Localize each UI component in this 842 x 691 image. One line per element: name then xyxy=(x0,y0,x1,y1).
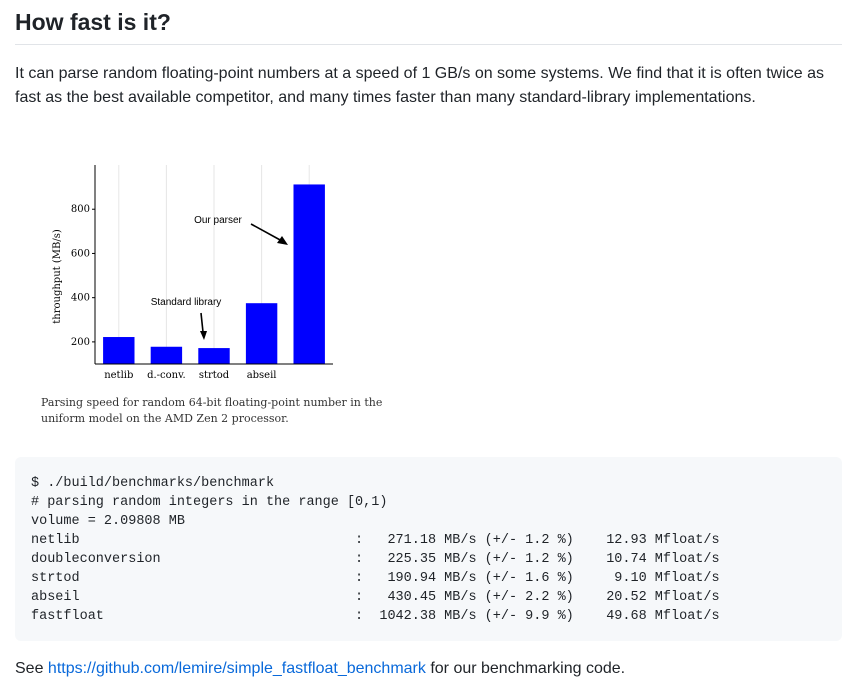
benchmark-output-line: # parsing random integers in the range [… xyxy=(31,495,388,510)
footer-paragraph: See https://github.com/lemire/simple_fas… xyxy=(15,657,625,681)
benchmark-output-line: abseil : 430.45 MB/s (+/- 2.2 %) 20.52 M… xyxy=(31,590,720,605)
chart-annotation-arrowhead xyxy=(277,236,288,245)
chart-y-tick-label: 400 xyxy=(71,293,90,304)
chart-annotation-our-parser: Our parser xyxy=(194,215,242,226)
chart-bar-fastfloat xyxy=(293,184,325,364)
chart-bar-strtod xyxy=(198,348,230,364)
benchmark-output-text: $ ./build/benchmarks/benchmark # parsing… xyxy=(31,474,720,626)
benchmark-repo-link[interactable]: https://github.com/lemire/simple_fastflo… xyxy=(47,660,426,677)
footer-suffix: for our benchmarking code. xyxy=(425,660,626,677)
benchmark-output-line: doubleconversion : 225.35 MB/s (+/- 1.2 … xyxy=(31,552,720,567)
chart-annotation-arrowhead xyxy=(200,331,207,340)
chart-y-tick-label: 600 xyxy=(71,248,90,259)
chart-x-tick-label: strtod xyxy=(199,370,230,381)
chart-bar-abseil xyxy=(245,303,278,364)
footer-prefix: See xyxy=(15,660,48,677)
benchmark-output-line: volume = 2.09808 MB xyxy=(31,514,185,529)
chart-annotation-arrow xyxy=(200,312,204,333)
chart-bar-dconv xyxy=(150,346,183,364)
heading-divider xyxy=(15,44,842,45)
chart-y-tick-label: 800 xyxy=(71,204,90,215)
chart-x-tick-label: abseil xyxy=(247,370,277,381)
chart-annotation-arrow xyxy=(250,223,283,242)
chart-y-tick-label: 200 xyxy=(71,337,90,348)
chart-annotation-standard-library: Standard library xyxy=(151,297,222,308)
chart-bar-netlib xyxy=(103,337,135,364)
benchmark-output-line: fastfloat : 1042.38 MB/s (+/- 9.9 %) 49.… xyxy=(31,609,720,624)
chart-y-axis-label: throughput (MB/s) xyxy=(52,229,63,324)
benchmark-output-line: $ ./build/benchmarks/benchmark xyxy=(31,476,275,491)
throughput-figure: 200 400 600 800 netlib d.-conv. strtod abseil th… xyxy=(15,135,415,435)
chart-x-tick-label: d.-conv. xyxy=(147,370,186,381)
section-heading: How fast is it? xyxy=(15,9,171,35)
figure-caption: Parsing speed for random 64-bit floating… xyxy=(41,396,383,425)
intro-paragraph: It can parse random floating-point numbe… xyxy=(15,65,824,106)
benchmark-output-block: $ ./build/benchmarks/benchmark # parsing… xyxy=(15,457,842,641)
chart-x-tick-label: netlib xyxy=(104,370,133,381)
throughput-bar-chart: 200 400 600 800 netlib d.-conv. strtod abseil th… xyxy=(52,165,333,381)
benchmark-output-line: netlib : 271.18 MB/s (+/- 1.2 %) 12.93 M… xyxy=(31,533,720,548)
benchmark-output-line: strtod : 190.94 MB/s (+/- 1.6 %) 9.10 Mf… xyxy=(31,571,720,586)
